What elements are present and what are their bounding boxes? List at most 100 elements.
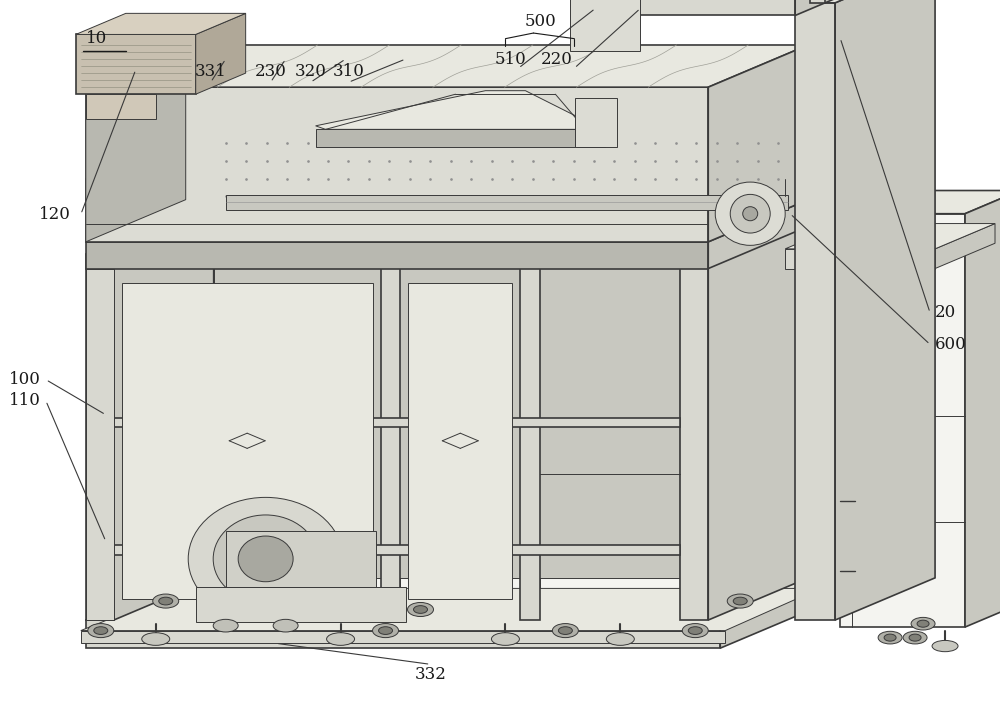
Text: 20: 20 [935,304,956,321]
Polygon shape [935,224,995,269]
Polygon shape [381,254,400,620]
Polygon shape [186,212,214,578]
Polygon shape [114,418,680,427]
Ellipse shape [408,602,433,617]
Polygon shape [780,212,808,578]
Polygon shape [81,588,820,631]
Polygon shape [86,254,114,620]
Polygon shape [840,191,1000,214]
Ellipse shape [743,207,758,221]
Polygon shape [708,45,808,242]
Ellipse shape [142,633,170,645]
Polygon shape [86,269,114,620]
Ellipse shape [327,633,355,645]
Ellipse shape [213,619,238,632]
Ellipse shape [932,640,958,652]
Polygon shape [835,0,935,620]
Ellipse shape [159,598,173,605]
Ellipse shape [414,605,428,613]
Ellipse shape [213,515,318,603]
Polygon shape [86,242,708,269]
Text: 600: 600 [935,336,967,353]
Polygon shape [81,631,725,643]
Ellipse shape [917,620,929,627]
Ellipse shape [727,594,753,608]
Polygon shape [400,269,520,620]
Polygon shape [316,91,595,129]
Polygon shape [680,212,808,254]
Polygon shape [86,212,214,254]
Ellipse shape [373,624,399,638]
Ellipse shape [909,634,921,641]
Ellipse shape [606,633,634,645]
Ellipse shape [730,194,770,233]
Text: 510: 510 [495,51,526,68]
Polygon shape [86,94,156,119]
Ellipse shape [238,536,293,582]
Polygon shape [795,3,835,620]
Polygon shape [86,45,808,87]
Polygon shape [680,254,708,620]
Text: 100: 100 [9,371,41,388]
Ellipse shape [273,619,298,632]
Ellipse shape [88,624,114,638]
Ellipse shape [558,627,572,634]
Polygon shape [86,136,186,242]
Polygon shape [795,0,935,3]
Ellipse shape [884,634,896,641]
Polygon shape [708,212,808,620]
Ellipse shape [733,598,747,605]
Text: 230: 230 [255,63,287,80]
Ellipse shape [153,594,179,608]
Text: 331: 331 [195,63,227,80]
Ellipse shape [94,627,108,634]
Polygon shape [114,376,780,418]
Polygon shape [575,98,617,147]
Polygon shape [226,195,788,210]
Polygon shape [680,226,780,620]
Polygon shape [965,191,1000,627]
Ellipse shape [491,633,519,645]
Ellipse shape [878,631,902,644]
Ellipse shape [903,631,927,644]
Polygon shape [810,0,825,3]
Polygon shape [114,503,780,545]
Text: 320: 320 [295,63,327,80]
Polygon shape [408,283,512,599]
Text: 500: 500 [525,13,556,30]
Polygon shape [76,13,246,34]
Ellipse shape [379,627,393,634]
Polygon shape [785,249,935,269]
Text: 310: 310 [333,63,365,80]
Polygon shape [708,200,808,269]
Polygon shape [196,13,246,94]
Polygon shape [86,87,708,242]
Polygon shape [795,0,895,15]
Polygon shape [114,545,680,555]
Polygon shape [196,587,406,622]
Polygon shape [316,129,605,147]
Polygon shape [580,0,795,15]
Text: 220: 220 [540,51,572,68]
Polygon shape [840,214,965,627]
Ellipse shape [682,624,708,638]
Polygon shape [570,0,640,51]
Polygon shape [520,254,540,620]
Polygon shape [122,283,373,599]
Polygon shape [86,620,720,648]
Polygon shape [86,200,808,242]
Polygon shape [540,269,680,620]
Ellipse shape [715,182,785,245]
Polygon shape [114,269,381,620]
Polygon shape [720,578,820,648]
Text: 120: 120 [39,206,71,223]
Ellipse shape [688,627,702,634]
Polygon shape [76,34,196,94]
Polygon shape [785,224,995,249]
Polygon shape [86,578,820,620]
Polygon shape [226,531,376,587]
Ellipse shape [911,617,935,630]
Ellipse shape [552,624,578,638]
Polygon shape [114,212,214,620]
Text: 110: 110 [9,392,41,409]
